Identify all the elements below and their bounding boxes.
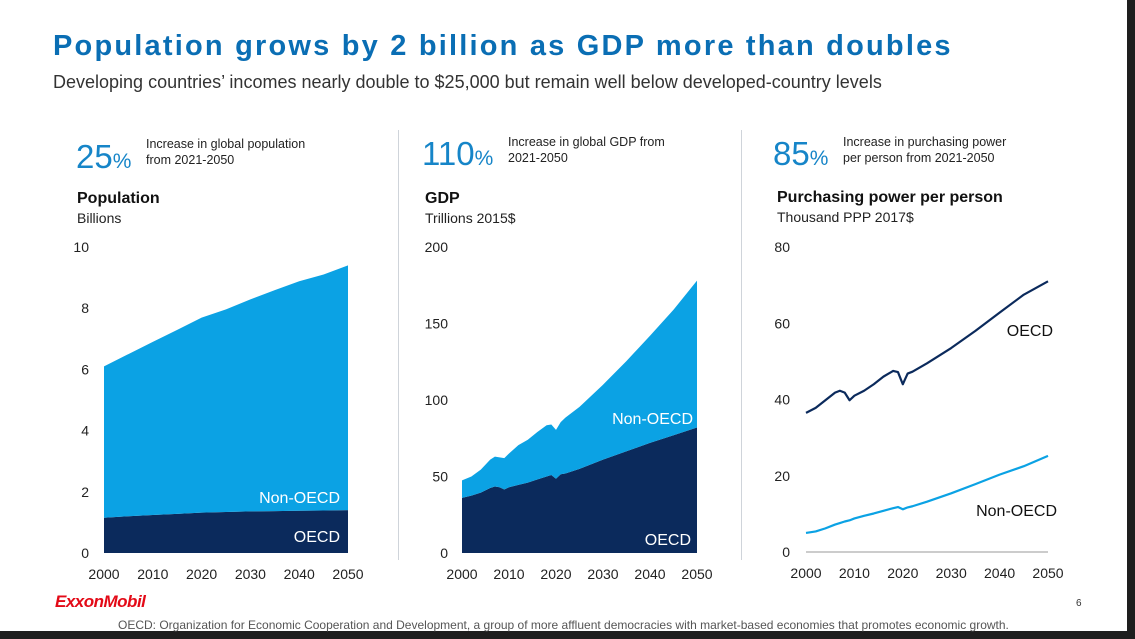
y-tick-label: 4 — [81, 423, 89, 439]
y-tick-label: 6 — [81, 361, 89, 377]
stat-desc-line: per person from 2021-2050 — [843, 151, 995, 165]
series-label: OECD — [1007, 323, 1053, 340]
y-tick-label: 20 — [774, 468, 790, 484]
purchasing-power-stat-description: Increase in purchasing power per person … — [843, 134, 1006, 166]
series-label: Non-OECD — [259, 490, 340, 507]
x-tick-label: 2000 — [790, 565, 821, 581]
non-oecd-area — [462, 280, 697, 498]
panel-divider — [741, 130, 742, 560]
non-oecd-line — [805, 454, 1049, 535]
window-frame-right — [1127, 0, 1135, 639]
gdp-stat: 110% — [422, 137, 493, 170]
stat-desc-line: Increase in purchasing power — [843, 135, 1007, 149]
stat-percent-sign: % — [474, 147, 494, 170]
oecd-area — [104, 510, 348, 553]
population-panel-unit: Billions — [77, 210, 122, 226]
x-tick-label: 2010 — [839, 565, 870, 581]
stat-value: 85 — [773, 135, 810, 172]
y-tick-label: 0 — [81, 545, 89, 561]
x-tick-label: 2000 — [446, 566, 477, 582]
y-tick-label: 50 — [432, 469, 448, 485]
x-tick-label: 2030 — [587, 566, 618, 582]
panel-divider — [398, 130, 399, 560]
x-tick-label: 2030 — [235, 566, 266, 582]
stat-value: 110 — [422, 135, 475, 172]
x-tick-label: 2040 — [284, 566, 315, 582]
y-tick-label: 60 — [774, 315, 790, 331]
window-frame-bottom — [0, 631, 1135, 639]
x-tick-label: 2040 — [984, 565, 1015, 581]
gdp-stat-description: Increase in global GDP from 2021-2050 — [508, 134, 665, 166]
y-tick-label: 40 — [774, 392, 790, 408]
x-tick-label: 2010 — [493, 566, 524, 582]
y-tick-label: 80 — [774, 239, 790, 255]
x-tick-label: 2020 — [887, 565, 918, 581]
x-tick-label: 2050 — [332, 566, 363, 582]
y-tick-label: 10 — [73, 239, 89, 255]
y-tick-label: 0 — [782, 544, 790, 560]
page-number: 6 — [1076, 598, 1082, 609]
x-tick-label: 2030 — [936, 565, 967, 581]
x-tick-label: 2010 — [137, 566, 168, 582]
population-panel-title: Population — [77, 190, 160, 207]
x-tick-label: 2020 — [186, 566, 217, 582]
slide-title: Population grows by 2 billion as GDP mor… — [53, 30, 953, 62]
exxonmobil-logo: ExxonMobil — [55, 592, 146, 611]
y-tick-label: 0 — [440, 545, 448, 561]
stat-desc-line: Increase in global population — [146, 137, 306, 151]
footnote: OECD: Organization for Economic Cooperat… — [118, 618, 1009, 632]
x-tick-label: 2000 — [88, 566, 119, 582]
x-tick-label: 2050 — [681, 566, 712, 582]
slide-subtitle: Developing countries’ incomes nearly dou… — [53, 72, 882, 92]
purchasing-power-stat: 85% — [773, 137, 828, 170]
series-label: OECD — [294, 529, 340, 546]
population-stat: 25% — [76, 140, 131, 173]
stat-desc-line: 2021-2050 — [508, 151, 568, 165]
gdp-panel-title: GDP — [425, 190, 460, 207]
stat-desc-line: Increase in global GDP from — [508, 135, 665, 149]
y-tick-label: 2 — [81, 484, 89, 500]
y-tick-label: 200 — [425, 239, 449, 255]
oecd-line — [805, 280, 1049, 414]
stat-desc-line: from 2021-2050 — [146, 153, 235, 167]
purchasing-power-panel-title: Purchasing power per person — [777, 189, 1003, 206]
series-label: Non-OECD — [976, 503, 1057, 520]
purchasing-power-panel-unit: Thousand PPP 2017$ — [777, 209, 914, 225]
stat-value: 25 — [76, 138, 113, 175]
x-tick-label: 2040 — [634, 566, 665, 582]
y-tick-label: 8 — [81, 300, 89, 316]
oecd-area — [462, 427, 697, 553]
gdp-panel-unit: Trillions 2015$ — [425, 210, 516, 226]
stat-percent-sign: % — [112, 150, 132, 173]
population-stat-description: Increase in global population from 2021-… — [146, 136, 305, 168]
y-tick-label: 100 — [425, 392, 449, 408]
non-oecd-area — [104, 265, 348, 518]
x-tick-label: 2020 — [540, 566, 571, 582]
stat-percent-sign: % — [809, 147, 829, 170]
y-tick-label: 150 — [425, 316, 449, 332]
series-label: OECD — [645, 532, 691, 549]
series-label: Non-OECD — [612, 411, 693, 428]
x-tick-label: 2050 — [1032, 565, 1063, 581]
